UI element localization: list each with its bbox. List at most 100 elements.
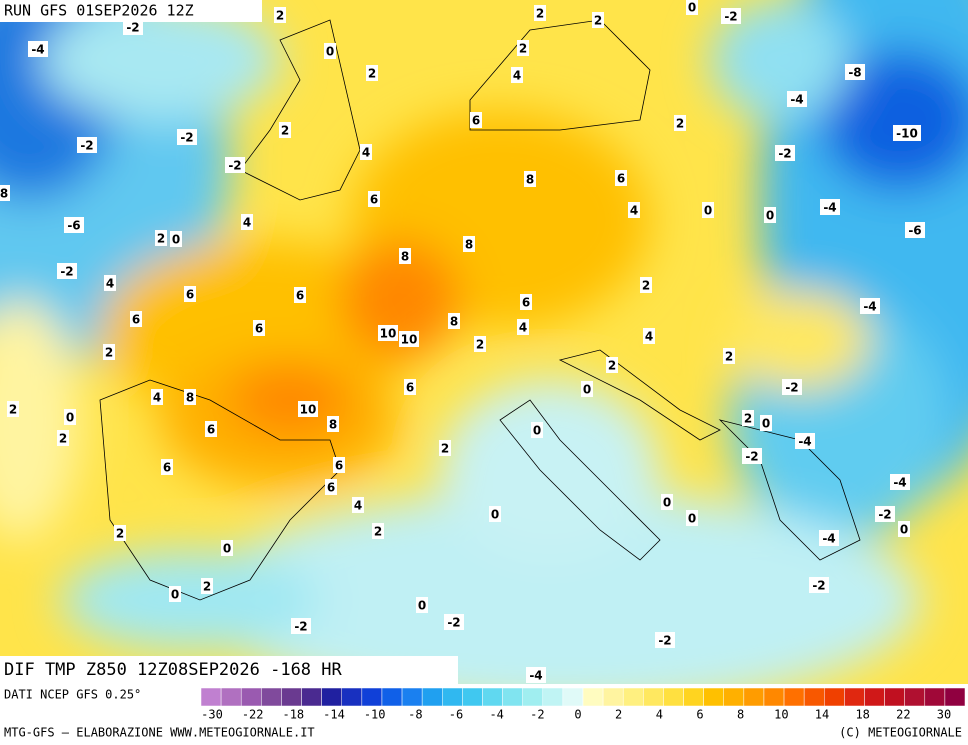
contour-label: 6 bbox=[186, 288, 194, 302]
colorbar: -30 -22 -18 -14 -10 -8 -6 -4 -2 0 2 4 6 8 10 14 18 22 30 bbox=[200, 687, 966, 722]
contour-label: -6 bbox=[67, 219, 80, 233]
colorbar-swatch bbox=[763, 687, 785, 707]
contour-label: -4 bbox=[790, 93, 803, 107]
contour-label: 10 bbox=[401, 333, 418, 347]
run-title: RUN GFS 01SEP2026 12Z bbox=[4, 2, 194, 20]
contour-label: 6 bbox=[163, 461, 171, 475]
label-box bbox=[325, 479, 337, 495]
colorbar-swatch bbox=[240, 687, 262, 707]
contour-label: 6 bbox=[296, 289, 304, 303]
contour-label: 2 bbox=[536, 7, 544, 21]
contour-label: 8 bbox=[0, 187, 8, 201]
colorbar-swatch bbox=[582, 687, 604, 707]
colorbar-tick-label: 22 bbox=[896, 708, 910, 722]
label-box bbox=[511, 67, 523, 83]
label-box bbox=[845, 64, 865, 80]
label-box bbox=[28, 41, 48, 57]
contour-label: -8 bbox=[848, 66, 861, 80]
colorbar-swatch bbox=[321, 687, 342, 707]
label-box bbox=[615, 170, 627, 186]
contour-label: 0 bbox=[326, 45, 334, 59]
label-box bbox=[114, 525, 126, 541]
contour-label: 4 bbox=[519, 321, 527, 335]
colorbar-tick-label: -22 bbox=[242, 708, 264, 722]
contour-label: 2 bbox=[744, 412, 752, 426]
label-box bbox=[787, 91, 807, 107]
contour-label: -2 bbox=[745, 450, 758, 464]
contour-label: 10 bbox=[300, 403, 317, 417]
colorbar-tick-label: 2 bbox=[615, 708, 622, 722]
colorbar-swatch bbox=[924, 687, 946, 707]
colorbar-tick-label: -4 bbox=[489, 708, 503, 722]
label-box bbox=[170, 231, 182, 247]
colorbar-swatch bbox=[361, 687, 383, 707]
contour-label: 2 bbox=[9, 403, 17, 417]
contour-label: -2 bbox=[126, 21, 139, 35]
colorbar-swatch bbox=[663, 687, 684, 707]
label-box bbox=[404, 379, 416, 395]
colorbar-tick-label: -2 bbox=[530, 708, 544, 722]
colorbar-tick-label: -14 bbox=[323, 708, 345, 722]
label-box bbox=[860, 298, 880, 314]
label-box bbox=[205, 421, 217, 437]
colorbar-swatch bbox=[703, 687, 724, 707]
contour-label: 0 bbox=[171, 588, 179, 602]
colorbar-swatch bbox=[462, 687, 483, 707]
header-box bbox=[0, 0, 262, 22]
colorbar-swatch bbox=[643, 687, 664, 707]
contour-label: 0 bbox=[688, 512, 696, 526]
colorbar-tick-label: -8 bbox=[408, 708, 422, 722]
colorbar-tick-label: 18 bbox=[855, 708, 869, 722]
contour-label: 0 bbox=[66, 411, 74, 425]
label-box bbox=[201, 578, 213, 594]
contour-label: 2 bbox=[116, 527, 124, 541]
label-box bbox=[161, 459, 173, 475]
contour-label: 4 bbox=[645, 330, 653, 344]
contour-label: 0 bbox=[583, 383, 591, 397]
field-title-box bbox=[0, 656, 458, 684]
contour-label: 2 bbox=[608, 359, 616, 373]
colorbar-swatch bbox=[261, 687, 282, 707]
label-box bbox=[643, 328, 655, 344]
contour-label: 6 bbox=[255, 322, 263, 336]
colorbar-swatch bbox=[743, 687, 765, 707]
contour-label: 2 bbox=[281, 124, 289, 138]
label-box bbox=[253, 320, 265, 336]
colorbar-swatch bbox=[200, 687, 222, 707]
label-box bbox=[103, 344, 115, 360]
label-box bbox=[702, 202, 714, 218]
label-box bbox=[628, 202, 640, 218]
label-box bbox=[809, 577, 829, 593]
contour-label: -4 bbox=[31, 43, 44, 57]
label-box bbox=[640, 277, 652, 293]
label-box bbox=[57, 263, 77, 279]
contour-label: 0 bbox=[766, 209, 774, 223]
label-box bbox=[448, 313, 460, 329]
label-box bbox=[470, 112, 482, 128]
contour-label: 0 bbox=[762, 417, 770, 431]
colorbar-tick-label: -18 bbox=[282, 708, 304, 722]
label-box bbox=[819, 530, 839, 546]
contour-label: 6 bbox=[472, 114, 480, 128]
colorbar-swatch bbox=[602, 687, 624, 707]
colorbar-tick-label: 30 bbox=[937, 708, 951, 722]
label-box bbox=[324, 43, 336, 59]
contour-label: 2 bbox=[594, 14, 602, 28]
contour-label: 0 bbox=[704, 204, 712, 218]
colorbar-tick-label: 4 bbox=[656, 708, 663, 722]
colorbar-swatch bbox=[341, 687, 363, 707]
label-box bbox=[0, 185, 10, 201]
contour-label: 0 bbox=[418, 599, 426, 613]
contour-label: 4 bbox=[513, 69, 521, 83]
coastlines bbox=[99, 19, 861, 601]
colorbar-swatch bbox=[562, 687, 584, 707]
colorbar-tick-label: -6 bbox=[449, 708, 463, 722]
contour-label: 2 bbox=[676, 117, 684, 131]
label-box bbox=[184, 286, 196, 302]
contour-label: 6 bbox=[370, 193, 378, 207]
map-field bbox=[0, 0, 968, 684]
label-box bbox=[520, 294, 532, 310]
contour-label: 6 bbox=[522, 296, 530, 310]
